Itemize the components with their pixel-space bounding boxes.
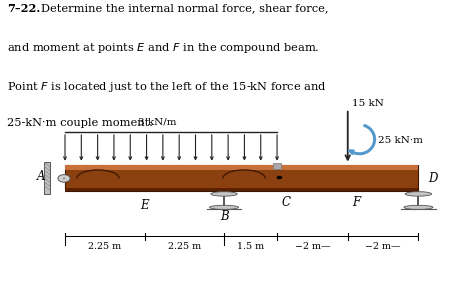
Bar [65, 188, 419, 192]
Bar [65, 165, 419, 192]
Text: −2 m—: −2 m— [295, 242, 330, 251]
Text: 2.25 m: 2.25 m [168, 242, 201, 251]
Text: 25-kN·m couple moment.: 25-kN·m couple moment. [7, 118, 153, 128]
Circle shape [63, 178, 65, 179]
Circle shape [58, 175, 70, 182]
Text: 1.5 m: 1.5 m [237, 242, 264, 251]
Text: 3 kN/m: 3 kN/m [137, 118, 176, 127]
Text: C: C [282, 196, 291, 209]
Bar [44, 162, 50, 194]
Ellipse shape [210, 205, 238, 209]
Text: and moment at points $\it{E}$ and $\it{F}$ in the compound beam.: and moment at points $\it{E}$ and $\it{F… [7, 41, 319, 55]
Bar [273, 163, 281, 169]
Text: D: D [428, 172, 437, 185]
Text: F: F [353, 196, 361, 209]
Text: 7–22.: 7–22. [7, 3, 40, 14]
Text: A: A [37, 171, 46, 183]
Text: 15 kN: 15 kN [352, 99, 383, 108]
Text: B: B [221, 210, 229, 223]
Text: Determine the internal normal force, shear force,: Determine the internal normal force, she… [40, 3, 328, 13]
Ellipse shape [404, 205, 433, 209]
Text: Point $\it{F}$ is located just to the left of the 15-kN force and: Point $\it{F}$ is located just to the le… [7, 80, 327, 94]
Text: 2.25 m: 2.25 m [88, 242, 121, 251]
Ellipse shape [405, 192, 432, 196]
Text: 25 kN·m: 25 kN·m [378, 136, 423, 145]
Ellipse shape [211, 192, 237, 196]
Text: −2 m—: −2 m— [365, 242, 401, 251]
Circle shape [277, 176, 282, 179]
Text: E: E [140, 199, 149, 212]
Circle shape [64, 176, 70, 179]
Bar [65, 165, 419, 170]
